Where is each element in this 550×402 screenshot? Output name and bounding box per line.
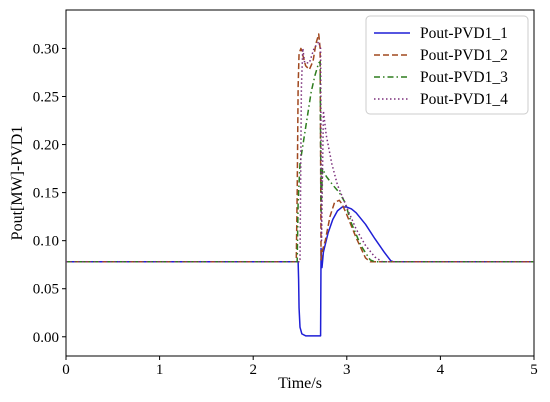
legend-label-4: Pout-PVD1_4 bbox=[420, 91, 508, 108]
y-tick-label: 0.20 bbox=[33, 138, 59, 154]
series-layer bbox=[66, 33, 534, 337]
y-tick-label: 0.25 bbox=[33, 90, 59, 106]
series-line-1 bbox=[66, 206, 534, 337]
x-tick-label: 5 bbox=[530, 362, 538, 378]
series-line-4 bbox=[66, 40, 534, 263]
x-tick-label: 2 bbox=[249, 362, 257, 378]
y-axis-label: Pout[MW]-PVD1 bbox=[9, 126, 26, 241]
x-tick-label: 0 bbox=[62, 362, 70, 378]
y-tick-label: 0.05 bbox=[33, 282, 59, 298]
legend: Pout-PVD1_1 Pout-PVD1_2 Pout-PVD1_3 Pout-PV… bbox=[365, 15, 529, 115]
axis-ticks: 0 1 2 3 4 5 0.00 0.05 0.10 0.15 0.20 0.25 0.30 bbox=[33, 41, 538, 378]
y-tick-label: 0.30 bbox=[33, 41, 59, 57]
x-tick-label: 1 bbox=[156, 362, 164, 378]
legend-box bbox=[365, 15, 529, 115]
legend-label-3: Pout-PVD1_3 bbox=[420, 69, 508, 86]
legend-items: Pout-PVD1_1 Pout-PVD1_2 Pout-PVD1_3 Pout-PV… bbox=[374, 25, 508, 108]
x-tick-label: 4 bbox=[437, 362, 445, 378]
y-tick-label: 0.00 bbox=[33, 330, 59, 346]
legend-label-1: Pout-PVD1_1 bbox=[420, 25, 508, 42]
x-axis-label: Time/s bbox=[278, 375, 322, 392]
x-tick-label: 3 bbox=[343, 362, 351, 378]
legend-label-2: Pout-PVD1_2 bbox=[420, 47, 508, 64]
y-tick-label: 0.10 bbox=[33, 234, 59, 250]
y-tick-label: 0.15 bbox=[33, 186, 59, 202]
